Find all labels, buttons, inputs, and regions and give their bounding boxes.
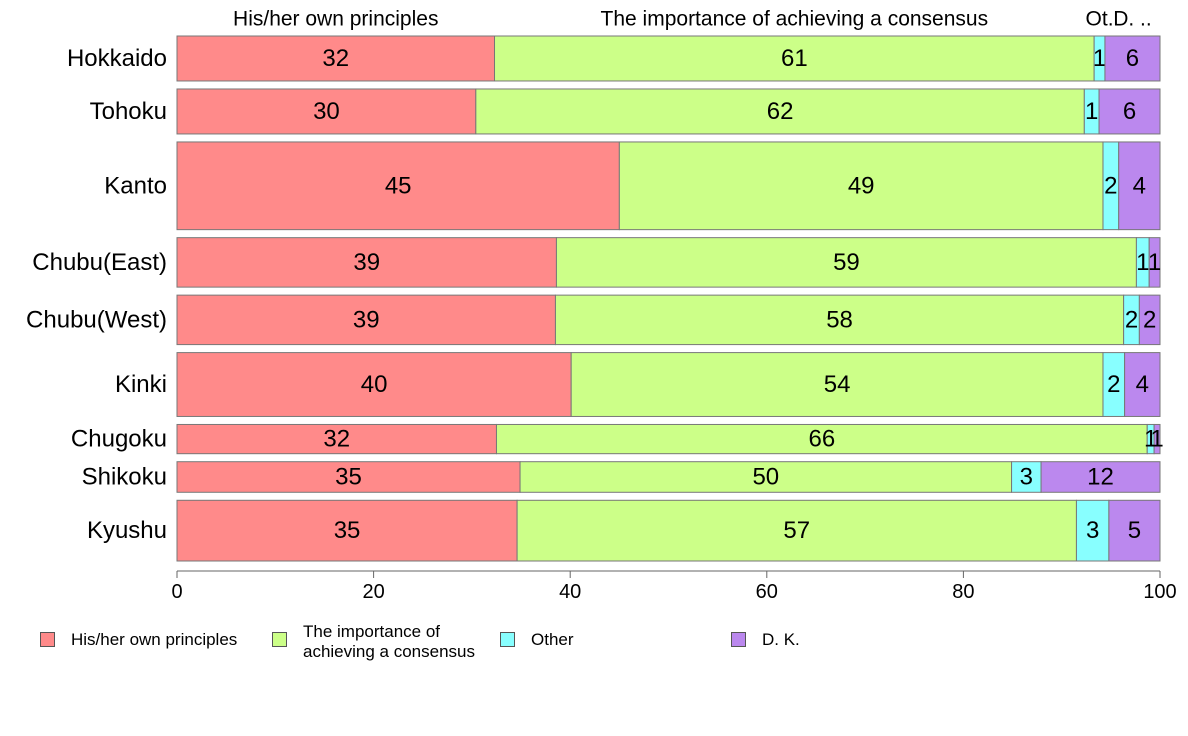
- bar-segment-kinki-2: [570, 352, 1104, 417]
- category-label-hokkaido: Hokkaido: [67, 45, 167, 72]
- top-label-4: D. ..: [1113, 8, 1152, 31]
- legend-swatch-principles: [40, 632, 55, 647]
- category-label-kinki: Kinki: [115, 371, 167, 398]
- bar-segment-hokkaido-1: [176, 35, 496, 82]
- data-label-chubu-east-4: 1: [1148, 249, 1161, 276]
- top-label-1: His/her own principles: [233, 8, 438, 31]
- category-label-shikoku: Shikoku: [82, 463, 167, 490]
- legend-label-consensus: The importance of achieving a consensus: [303, 622, 476, 661]
- data-label-kanto-1: 45: [385, 172, 412, 199]
- legend-swatch-dk: [731, 632, 746, 647]
- bar-segment-kyushu-4: [1108, 499, 1161, 562]
- data-label-chugoku-4: 1: [1150, 426, 1163, 453]
- bar-segment-shikoku-2: [519, 461, 1013, 493]
- data-label-hokkaido-3: 1: [1093, 45, 1106, 72]
- data-label-shikoku-3: 3: [1020, 463, 1033, 490]
- bar-segment-chubu-east-4: [1148, 237, 1161, 288]
- x-tick-label-60: 60: [756, 581, 778, 603]
- bar-segment-chubu-west-1: [176, 294, 556, 346]
- data-label-chugoku-1: 32: [323, 426, 350, 453]
- top-label-3: Ot.: [1086, 8, 1114, 31]
- data-label-tohoku-3: 1: [1085, 98, 1098, 125]
- data-label-chubu-west-1: 39: [353, 306, 380, 333]
- data-label-kyushu-4: 5: [1128, 517, 1141, 544]
- legend: His/her own principles The importance of…: [0, 622, 1188, 672]
- bar-segment-chugoku-1: [176, 423, 497, 455]
- category-label-kyushu: Kyushu: [87, 517, 167, 544]
- data-label-kanto-3: 2: [1104, 172, 1117, 199]
- data-label-hokkaido-2: 61: [781, 45, 808, 72]
- bar-segment-chugoku-4: [1153, 423, 1161, 455]
- legend-label-principles: His/her own principles: [71, 630, 238, 649]
- bar-segment-hokkaido-4: [1104, 35, 1161, 82]
- data-label-kinki-1: 40: [361, 371, 388, 398]
- legend-swatch-other: [500, 632, 515, 647]
- legend-item-consensus: The importance of achieving a consensus: [272, 622, 475, 662]
- bar-segment-kyushu-2: [516, 499, 1077, 562]
- x-tick-label-20: 20: [362, 581, 384, 603]
- bar-segment-kinki-4: [1124, 352, 1161, 417]
- data-label-kyushu-2: 57: [783, 517, 810, 544]
- legend-swatch-consensus: [272, 632, 287, 647]
- bar-segment-hokkaido-2: [494, 35, 1095, 82]
- category-label-chubu-east: Chubu(East): [32, 249, 167, 276]
- bar-segment-kinki-1: [176, 352, 572, 417]
- category-label-chubu-west: Chubu(West): [26, 306, 167, 333]
- x-tick-label-0: 0: [171, 581, 182, 603]
- category-label-tohoku: Tohoku: [90, 98, 167, 125]
- data-label-chubu-west-3: 2: [1125, 306, 1138, 333]
- bar-segment-chubu-west-4: [1138, 294, 1161, 346]
- legend-item-principles: His/her own principles: [40, 622, 237, 650]
- data-label-tohoku-2: 62: [767, 98, 794, 125]
- bar-segment-shikoku-4: [1040, 461, 1161, 493]
- legend-label-other: Other: [531, 630, 574, 649]
- x-tick-label-40: 40: [559, 581, 581, 603]
- data-label-chubu-west-4: 2: [1143, 306, 1156, 333]
- data-label-kanto-2: 49: [848, 172, 875, 199]
- data-label-kyushu-3: 3: [1086, 517, 1099, 544]
- bar-segment-kyushu-3: [1075, 499, 1110, 562]
- data-label-tohoku-1: 30: [313, 98, 340, 125]
- data-label-chubu-east-2: 59: [833, 249, 860, 276]
- data-label-chubu-west-2: 58: [826, 306, 853, 333]
- category-label-kanto: Kanto: [104, 172, 167, 199]
- data-label-shikoku-1: 35: [335, 463, 362, 490]
- bar-segment-chubu-east-2: [555, 237, 1137, 288]
- bar-segment-chubu-west-2: [554, 294, 1125, 346]
- data-label-kyushu-1: 35: [334, 517, 361, 544]
- category-label-chugoku: Chugoku: [71, 426, 167, 453]
- data-label-chugoku-2: 66: [808, 426, 835, 453]
- data-label-kinki-2: 54: [824, 371, 851, 398]
- x-tick-label-80: 80: [952, 581, 974, 603]
- bar-segment-kanto-4: [1118, 141, 1161, 231]
- top-label-2: The importance of achieving a consensus: [601, 8, 989, 31]
- data-label-shikoku-4: 12: [1087, 463, 1114, 490]
- bar-segment-tohoku-4: [1098, 88, 1161, 135]
- data-label-hokkaido-1: 32: [322, 45, 349, 72]
- data-label-tohoku-4: 6: [1123, 98, 1136, 125]
- data-label-kinki-4: 4: [1136, 371, 1149, 398]
- data-label-shikoku-2: 50: [752, 463, 779, 490]
- bar-segment-chugoku-2: [495, 423, 1148, 455]
- legend-item-dk: D. K.: [731, 622, 800, 650]
- legend-item-other: Other: [500, 622, 574, 650]
- data-label-chubu-east-1: 39: [353, 249, 380, 276]
- bar-segment-kyushu-1: [176, 499, 518, 562]
- bar-segment-chubu-east-1: [176, 237, 557, 288]
- bar-segment-tohoku-2: [475, 88, 1085, 135]
- data-label-kanto-4: 4: [1133, 172, 1146, 199]
- bar-segment-shikoku-3: [1011, 461, 1042, 493]
- bar-segment-kanto-2: [618, 141, 1104, 231]
- bar-segment-kanto-1: [176, 141, 620, 231]
- data-label-chubu-east-3: 1: [1136, 249, 1149, 276]
- legend-label-dk: D. K.: [762, 630, 800, 649]
- data-label-kinki-3: 2: [1107, 371, 1120, 398]
- x-tick-label-100: 100: [1143, 581, 1176, 603]
- data-label-hokkaido-4: 6: [1126, 45, 1139, 72]
